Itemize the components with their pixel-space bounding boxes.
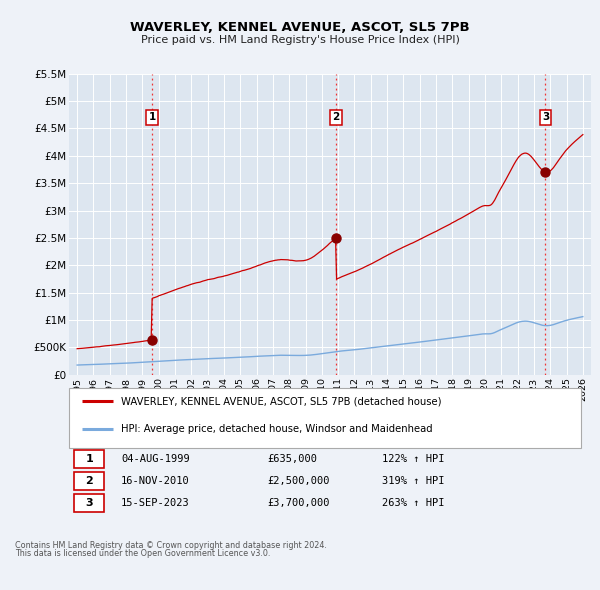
Text: £2,500,000: £2,500,000 bbox=[268, 476, 330, 486]
Text: 122% ↑ HPI: 122% ↑ HPI bbox=[382, 454, 445, 464]
Text: £635,000: £635,000 bbox=[268, 454, 317, 464]
Text: Price paid vs. HM Land Registry's House Price Index (HPI): Price paid vs. HM Land Registry's House … bbox=[140, 35, 460, 45]
Text: WAVERLEY, KENNEL AVENUE, ASCOT, SL5 7PB (detached house): WAVERLEY, KENNEL AVENUE, ASCOT, SL5 7PB … bbox=[121, 396, 442, 406]
Text: WAVERLEY, KENNEL AVENUE, ASCOT, SL5 7PB: WAVERLEY, KENNEL AVENUE, ASCOT, SL5 7PB bbox=[130, 21, 470, 34]
Text: 263% ↑ HPI: 263% ↑ HPI bbox=[382, 498, 445, 508]
Text: 3: 3 bbox=[542, 112, 549, 122]
Text: 04-AUG-1999: 04-AUG-1999 bbox=[121, 454, 190, 464]
Text: 319% ↑ HPI: 319% ↑ HPI bbox=[382, 476, 445, 486]
Text: 15-SEP-2023: 15-SEP-2023 bbox=[121, 498, 190, 508]
FancyBboxPatch shape bbox=[74, 494, 104, 512]
Text: 3: 3 bbox=[86, 498, 93, 508]
Text: HPI: Average price, detached house, Windsor and Maidenhead: HPI: Average price, detached house, Wind… bbox=[121, 424, 433, 434]
Text: 2: 2 bbox=[332, 112, 340, 122]
Text: 2: 2 bbox=[85, 476, 93, 486]
Text: This data is licensed under the Open Government Licence v3.0.: This data is licensed under the Open Gov… bbox=[15, 549, 271, 558]
Text: £3,700,000: £3,700,000 bbox=[268, 498, 330, 508]
Text: 16-NOV-2010: 16-NOV-2010 bbox=[121, 476, 190, 486]
FancyBboxPatch shape bbox=[74, 472, 104, 490]
FancyBboxPatch shape bbox=[74, 450, 104, 468]
Text: Contains HM Land Registry data © Crown copyright and database right 2024.: Contains HM Land Registry data © Crown c… bbox=[15, 541, 327, 550]
Text: 1: 1 bbox=[148, 112, 155, 122]
Text: 1: 1 bbox=[85, 454, 93, 464]
FancyBboxPatch shape bbox=[69, 388, 581, 448]
